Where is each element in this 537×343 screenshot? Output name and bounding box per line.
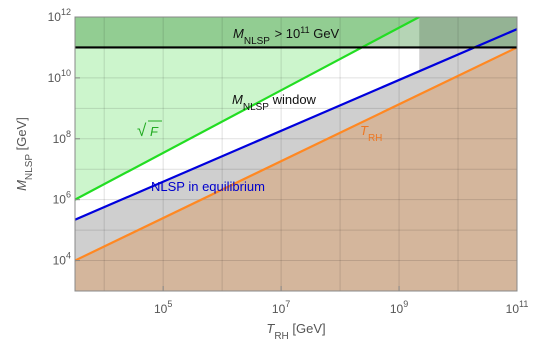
annotation-window: MNLSP window <box>232 92 317 113</box>
region-excluded-upper <box>75 17 517 48</box>
sqrt-radical: √ <box>137 121 147 140</box>
annotation-sqrt-f: √ F <box>137 120 162 140</box>
sqrt-symbol: F <box>150 124 159 139</box>
plot-area <box>75 17 517 291</box>
region-gray-upper-right <box>419 17 517 72</box>
x-tick-label: 107 <box>272 299 290 316</box>
region-between-equilibrium-and-trh <box>75 29 517 261</box>
annotation-equilibrium: NLSP in equilibrium <box>151 179 265 194</box>
y-tick-label: 104 <box>53 251 71 268</box>
annotation-trh: TRH <box>360 123 382 144</box>
x-axis-title: TRH [GeV] <box>266 321 325 342</box>
series-line-trh <box>75 46 517 262</box>
y-tick-label: 1012 <box>48 7 71 24</box>
series-lines <box>75 17 517 262</box>
y-tick-label: 1010 <box>48 68 71 85</box>
annotation-upper-bound: MNLSP > 1011 GeV <box>233 25 340 47</box>
x-tick-label: 105 <box>154 299 172 316</box>
series-line-equilibrium <box>75 28 517 221</box>
plot-frame <box>74 16 518 292</box>
x-axis-ticks: 105 107 109 1011 <box>154 286 528 316</box>
y-tick-label: 106 <box>53 190 71 207</box>
region-below-trh <box>75 47 517 291</box>
x-tick-label: 109 <box>390 299 408 316</box>
y-axis-ticks: 104 106 108 1010 1012 <box>48 7 80 268</box>
y-tick-label: 108 <box>53 129 71 146</box>
x-tick-label: 1011 <box>506 299 529 316</box>
y-axis-title: MNLSP [GeV] <box>14 117 35 191</box>
